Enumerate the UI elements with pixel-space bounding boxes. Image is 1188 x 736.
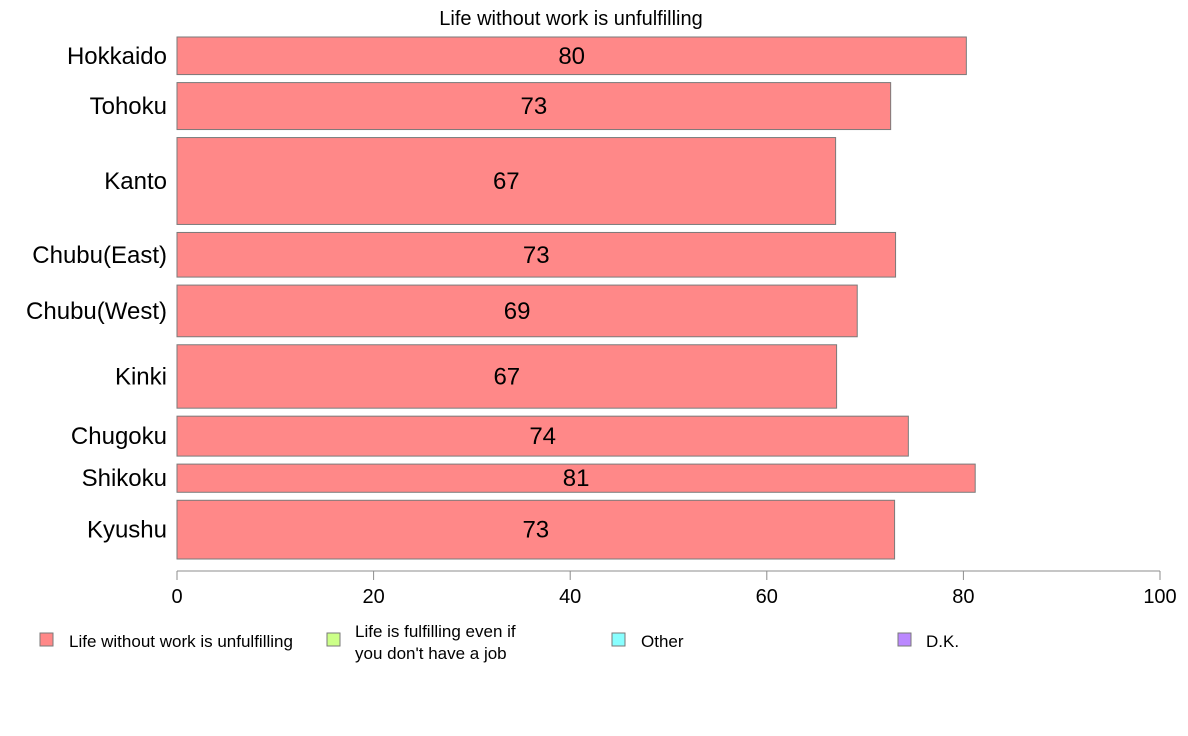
legend-swatch-unfulfilling xyxy=(39,632,54,647)
bar-kinki xyxy=(176,344,838,409)
legend-swatch-fulfilling xyxy=(326,632,341,647)
legend-swatch-other xyxy=(611,632,626,647)
bar-kanto xyxy=(176,137,837,225)
category-label: Kinki xyxy=(115,363,167,390)
x-tick-label: 0 xyxy=(171,586,182,608)
category-label: Chugoku xyxy=(71,423,167,450)
bar-kyushu xyxy=(176,499,896,560)
legend-entry: Other xyxy=(611,632,684,651)
bar-chubu-east- xyxy=(176,231,897,278)
category-label: Tohoku xyxy=(90,93,167,120)
x-tick-label: 60 xyxy=(756,586,778,608)
legend-entry: D.K. xyxy=(897,632,959,651)
x-tick-label: 80 xyxy=(952,586,974,608)
value-label: 80 xyxy=(558,43,585,70)
legend-label: D.K. xyxy=(926,632,959,651)
bar-chugoku xyxy=(176,415,909,457)
x-tick-label: 100 xyxy=(1143,586,1176,608)
x-tick-label: 20 xyxy=(362,586,384,608)
legend-label-line2: you don't have a job xyxy=(355,644,507,663)
value-label: 73 xyxy=(523,242,550,269)
bar-shikoku xyxy=(176,463,976,493)
value-label: 73 xyxy=(520,93,547,120)
category-label: Kanto xyxy=(104,168,167,195)
chart-title: Life without work is unfulfilling xyxy=(439,8,702,30)
value-label: 67 xyxy=(493,363,520,390)
legend: Life without work is unfulfilling Life i… xyxy=(39,622,959,663)
legend-entry: Life is fulfilling even if you don't hav… xyxy=(326,622,516,663)
legend-label: Life without work is unfulfilling xyxy=(69,632,293,651)
x-tick-label: 40 xyxy=(559,586,581,608)
category-label: Hokkaido xyxy=(67,43,167,70)
bars-group: Hokkaido 80 Tohoku 73 Kanto 67 Chubu(East) 73 Ch… xyxy=(26,36,976,560)
bar-tohoku xyxy=(176,82,892,131)
bar-chubu-west- xyxy=(176,284,858,338)
category-label: Kyushu xyxy=(87,517,167,544)
legend-entry: Life without work is unfulfilling xyxy=(39,632,293,651)
value-label: 74 xyxy=(529,423,556,450)
category-label: Shikoku xyxy=(82,465,167,492)
legend-label: Other xyxy=(641,632,684,651)
value-label: 81 xyxy=(563,465,590,492)
x-axis: 0 20 40 60 80 100 xyxy=(171,570,1177,608)
bar-hokkaido xyxy=(176,36,967,76)
category-label: Chubu(West) xyxy=(26,298,167,325)
category-label: Chubu(East) xyxy=(32,242,167,269)
value-label: 73 xyxy=(522,517,549,544)
legend-swatch-dk xyxy=(897,632,912,647)
value-label: 69 xyxy=(504,298,531,325)
value-label: 67 xyxy=(493,168,520,195)
legend-label-line1: Life is fulfilling even if xyxy=(355,622,516,641)
